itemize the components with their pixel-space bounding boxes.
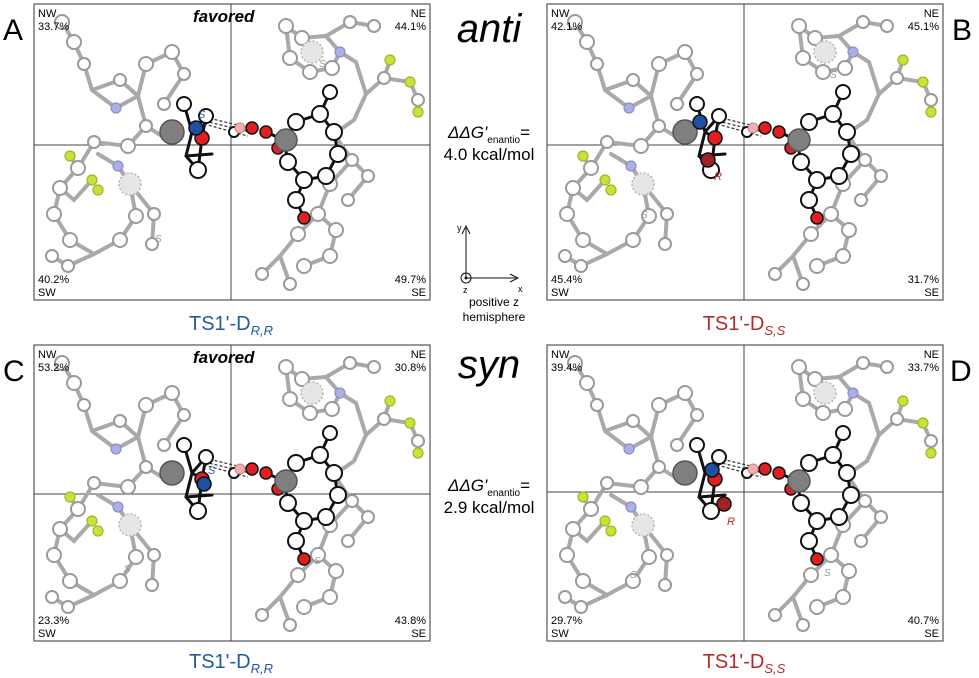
axis-caption-line1: positive z — [469, 295, 519, 309]
panel-a-title: TS1'-DR,R — [189, 313, 273, 338]
panel-a-molecule — [44, 13, 426, 292]
panel-a-ne-name: NE — [411, 8, 426, 20]
panel-a-letter: A — [3, 14, 23, 47]
panel-d: R S S D NW 39.4% NE 33.7% 29.7% SW 40.7%… — [546, 344, 972, 676]
middle-column: anti syn ΔΔG'enantio= 4.0 kcal/mol ΔΔG'e… — [444, 7, 535, 517]
panel-c-nw-pct: 53.2% — [38, 362, 69, 374]
panel-b-bg-label-2: S — [830, 70, 837, 81]
panel-d-stereocenter-label: R — [727, 516, 735, 528]
panel-b-se-pct: 31.7% — [908, 274, 939, 286]
panel-c-stereocenter-label: S — [208, 465, 216, 477]
panel-a-se-pct: 49.7% — [395, 274, 426, 286]
panel-a-sw-name: SW — [38, 287, 56, 299]
panel-b-molecule — [557, 13, 939, 292]
panel-a-bg-label-1: S — [155, 234, 162, 245]
panel-c-nw-name: NW — [38, 349, 57, 361]
panel-a-stereocenter-label: S — [198, 109, 206, 121]
panel-d-sw-name: SW — [551, 628, 569, 640]
panel-d-ne-pct: 33.7% — [908, 362, 939, 374]
panel-b: R S S B NW 42.1% NE 45.1% 45.4% SW 31.7%… — [546, 3, 972, 338]
panel-a-bg-label-2: S — [319, 59, 326, 70]
panel-d-frame — [546, 344, 944, 642]
panel-d-title: TS1'-DS,S — [703, 651, 786, 676]
panel-b-frame — [546, 3, 944, 301]
panel-a-nw-pct: 33.7% — [38, 21, 69, 33]
panel-b-nitrogen-atom — [692, 114, 708, 130]
anti-ddg-value: 4.0 kcal/mol — [444, 145, 535, 164]
panel-c-letter: C — [3, 355, 25, 388]
panel-c-sw-pct: 23.3% — [38, 615, 69, 627]
panel-c-ne-pct: 30.8% — [395, 362, 426, 374]
panel-b-bg-label-1: S — [641, 210, 648, 221]
z-axis-symbol — [460, 272, 472, 284]
panel-d-ne-name: NE — [924, 349, 939, 361]
panel-c: S S S C favored NW 53.2% NE 30.8% 23.3% … — [3, 344, 431, 676]
panel-c-stereocenter-atom — [196, 476, 212, 492]
panel-d-molecule — [557, 354, 939, 633]
panel-d-sw-pct: 29.7% — [551, 615, 582, 627]
panel-a-frame — [33, 3, 431, 301]
syn-label: syn — [458, 343, 520, 387]
panel-a-stereocenter-atom — [188, 120, 204, 136]
panel-b-nw-pct: 42.1% — [551, 21, 582, 33]
syn-ddg-label: ΔΔG'enantio= — [447, 476, 530, 499]
anti-ddg-label: ΔΔG'enantio= — [447, 123, 530, 146]
panel-c-se-pct: 43.8% — [395, 615, 426, 627]
panel-d-bg-label-2: S — [824, 568, 831, 579]
panel-c-sw-name: SW — [38, 628, 56, 640]
panel-b-ne-pct: 45.1% — [908, 21, 939, 33]
panel-d-letter: D — [950, 355, 972, 388]
z-axis-label: z — [463, 285, 468, 295]
panel-b-nw-name: NW — [551, 8, 570, 20]
panel-c-ne-name: NE — [411, 349, 426, 361]
panel-b-letter: B — [952, 14, 972, 47]
panel-b-title: TS1'-DS,S — [703, 313, 786, 338]
panel-c-title: TS1'-DR,R — [189, 651, 273, 676]
panel-a-nw-name: NW — [38, 8, 57, 20]
x-axis-label: x — [518, 284, 523, 294]
panel-a-se-name: SE — [411, 287, 426, 299]
y-axis-label: y — [457, 223, 462, 233]
panel-b-se-name: SE — [924, 287, 939, 299]
panel-a-sw-pct: 40.2% — [38, 274, 69, 286]
panel-d-nitrogen-atom — [704, 462, 720, 478]
panel-d-stereocenter-atom — [716, 496, 732, 512]
axis-caption-line2: hemisphere — [463, 310, 526, 324]
panel-c-favored: favored — [193, 348, 255, 367]
axis-legend: y x z positive z hemisphere — [457, 223, 526, 324]
anti-label: anti — [457, 7, 523, 51]
panel-d-nw-name: NW — [551, 349, 570, 361]
panel-b-ne-name: NE — [924, 8, 939, 20]
panel-a: S S S A favored NW 33.7% NE 44.1% 40.2% … — [3, 3, 431, 338]
panel-c-frame — [33, 344, 431, 642]
panel-b-sw-pct: 45.4% — [551, 274, 582, 286]
panel-b-sw-name: SW — [551, 287, 569, 299]
panel-c-bg-label-1: S — [124, 564, 131, 575]
panel-c-bg-label-2: S — [314, 556, 321, 567]
panel-c-se-name: SE — [411, 628, 426, 640]
syn-ddg-value: 2.9 kcal/mol — [444, 498, 535, 517]
panel-b-stereocenter-atom — [700, 152, 716, 168]
panel-d-se-name: SE — [924, 628, 939, 640]
panel-a-favored: favored — [193, 7, 255, 26]
panel-d-se-pct: 40.7% — [908, 615, 939, 627]
panel-d-bg-label-1: S — [630, 570, 637, 581]
panel-d-nw-pct: 39.4% — [551, 362, 582, 374]
panel-a-ne-pct: 44.1% — [395, 21, 426, 33]
panel-b-stereocenter-label: R — [714, 171, 722, 183]
